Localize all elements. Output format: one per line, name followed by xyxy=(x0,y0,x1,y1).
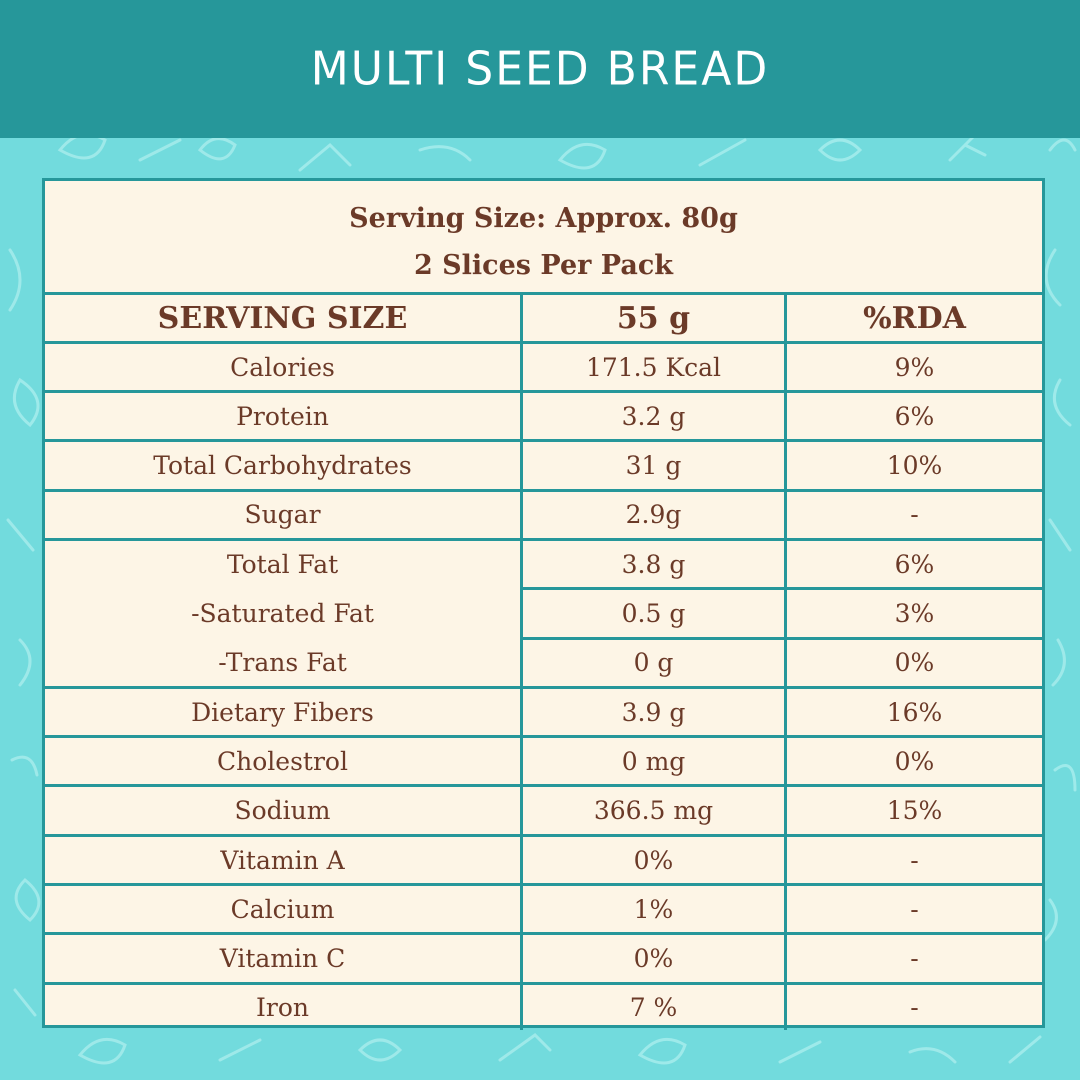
nutrient-amount: 3.8 g xyxy=(621,549,686,579)
serving-size-text: Serving Size: Approx. 80g xyxy=(349,203,738,234)
nutrient-rda: 3% xyxy=(894,599,935,628)
header-divider xyxy=(45,341,1042,344)
nutrient-rda: 6% xyxy=(894,549,935,579)
row-divider xyxy=(45,685,1042,689)
row-divider xyxy=(45,488,1042,492)
nutrient-name: Iron xyxy=(256,993,309,1023)
row-divider xyxy=(520,636,1042,640)
nutrient-rda: 6% xyxy=(894,401,935,431)
nutrient-rda: - xyxy=(910,944,919,974)
row-divider xyxy=(45,390,1042,393)
nutrition-table: Serving Size: Approx. 80g 2 Slices Per P… xyxy=(42,178,1045,1030)
page-title: MULTI SEED BREAD xyxy=(310,42,770,96)
nutrient-rda: 16% xyxy=(886,697,943,727)
nutrient-amount: 0% xyxy=(633,845,674,875)
nutrient-amount: 31 g xyxy=(625,451,682,481)
nutrient-rda: - xyxy=(910,894,919,924)
column-divider xyxy=(784,292,787,1030)
nutrient-amount: 1% xyxy=(633,894,674,924)
title-banner: MULTI SEED BREAD xyxy=(0,0,1080,138)
serving-divider xyxy=(45,292,1042,295)
row-divider xyxy=(45,932,1042,936)
nutrient-rda: 10% xyxy=(886,451,943,481)
column-header-amount: 55 g xyxy=(616,300,691,336)
row-divider xyxy=(45,537,1042,541)
nutrient-name: Calories xyxy=(230,352,335,382)
nutrient-name: Cholestrol xyxy=(217,746,348,776)
nutrient-name: Protein xyxy=(236,401,329,431)
nutrient-name: Vitamin C xyxy=(219,944,346,974)
nutrient-amount: 0.5 g xyxy=(621,599,686,628)
nutrient-rda: 0% xyxy=(894,648,935,678)
row-divider xyxy=(520,587,1042,591)
nutrient-rda: - xyxy=(910,500,919,530)
row-divider xyxy=(45,981,1042,985)
column-header-nutrient: SERVING SIZE xyxy=(157,300,408,336)
nutrient-amount: 0 g xyxy=(633,648,674,678)
nutrient-rda: - xyxy=(910,993,919,1023)
nutrient-name: Calcium xyxy=(230,894,335,924)
row-divider xyxy=(45,883,1042,886)
nutrient-name: Vitamin A xyxy=(220,845,345,875)
nutrient-amount: 7 % xyxy=(629,993,678,1023)
nutrient-amount: 0 mg xyxy=(621,746,686,776)
nutrient-rda: 0% xyxy=(894,746,935,776)
nutrient-amount: 2.9g xyxy=(625,500,682,530)
row-divider xyxy=(45,439,1042,443)
row-divider xyxy=(45,784,1042,788)
nutrient-name: Total Fat xyxy=(226,549,339,579)
nutrient-name: -Saturated Fat xyxy=(191,599,374,628)
column-divider xyxy=(520,292,523,1030)
slices-per-pack-text: 2 Slices Per Pack xyxy=(413,250,674,281)
nutrient-name: Sugar xyxy=(244,500,321,530)
nutrient-amount: 0% xyxy=(633,944,674,974)
nutrient-name: Dietary Fibers xyxy=(191,697,374,727)
nutrient-name: Total Carbohydrates xyxy=(153,451,412,481)
row-divider xyxy=(45,833,1042,837)
nutrient-rda: - xyxy=(910,845,919,875)
nutrient-rda: 9% xyxy=(894,352,935,382)
nutrient-name: -Trans Fat xyxy=(218,648,347,678)
nutrient-rda: 15% xyxy=(886,796,943,826)
nutrient-amount: 3.2 g xyxy=(621,401,686,431)
row-divider xyxy=(45,735,1042,739)
column-header-rda: %RDA xyxy=(863,300,966,336)
nutrient-amount: 366.5 mg xyxy=(593,796,714,826)
nutrient-name: Sodium xyxy=(234,796,331,826)
nutrient-amount: 3.9 g xyxy=(621,697,686,727)
nutrient-amount: 171.5 Kcal xyxy=(585,352,722,382)
